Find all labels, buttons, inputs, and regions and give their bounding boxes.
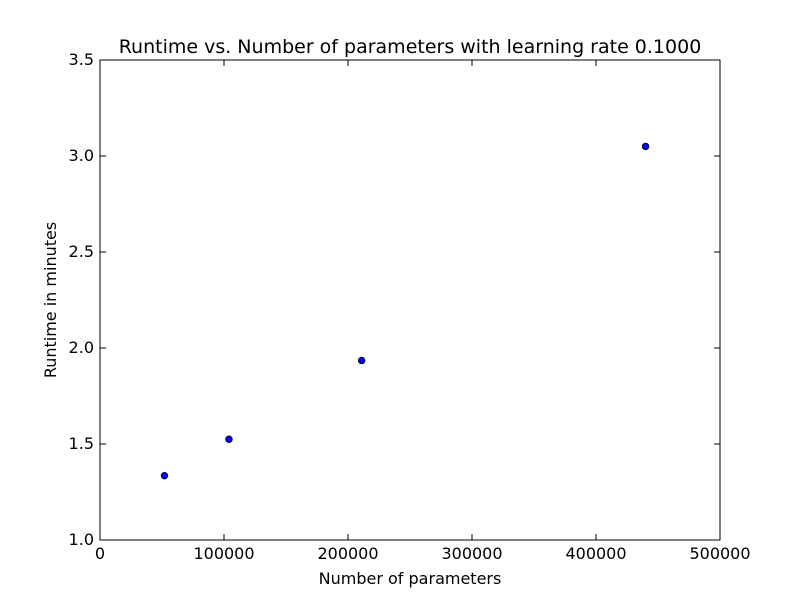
chart-title: Runtime vs. Number of parameters with le…: [119, 36, 702, 58]
x-axis-label: Number of parameters: [319, 569, 502, 588]
y-tick-label: 1.5: [69, 434, 94, 453]
data-point: [641, 142, 650, 151]
x-tick-label: 100000: [193, 544, 254, 563]
y-tick-label: 1.0: [69, 530, 94, 549]
y-axis: 1.0 1.5 2.0 2.5 3.0 3.5: [69, 50, 720, 549]
plot-frame: [99, 59, 721, 541]
x-tick-label: 400000: [565, 544, 626, 563]
data-points: [160, 142, 650, 480]
x-tick-label: 0: [95, 544, 105, 563]
y-tick-label: 3.5: [69, 50, 94, 69]
x-tick-label: 300000: [441, 544, 502, 563]
y-axis-label: Runtime in minutes: [41, 222, 60, 378]
y-tick-label: 2.5: [69, 242, 94, 261]
y-tick-label: 3.0: [69, 146, 94, 165]
x-tick-label: 500000: [689, 544, 750, 563]
x-tick-label: 200000: [317, 544, 378, 563]
x-axis: 0 100000 200000 300000 400000 500000: [95, 60, 751, 563]
data-point: [225, 435, 233, 443]
y-tick-label: 2.0: [69, 338, 94, 357]
data-point: [357, 356, 366, 365]
data-point: [160, 471, 169, 480]
